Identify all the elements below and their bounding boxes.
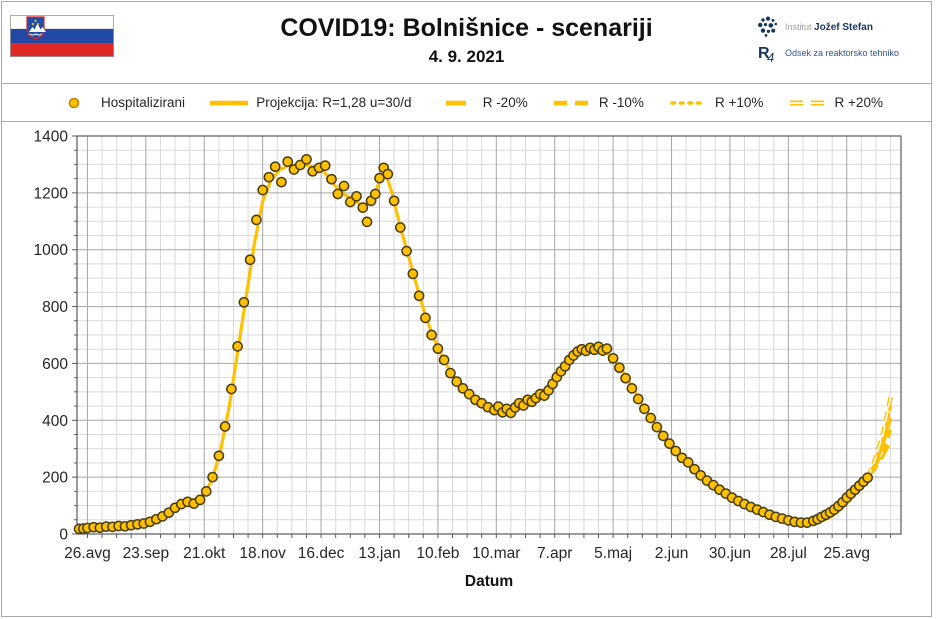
y-tick-label: 1000 — [34, 242, 69, 259]
y-tick-label: 600 — [42, 356, 68, 373]
y-tick-label: 0 — [59, 527, 68, 544]
legend-item-dash-long: R -20% — [436, 95, 528, 110]
legend-swatch-circle-icon — [68, 97, 80, 108]
svg-text:4: 4 — [767, 50, 774, 64]
x-tick-label: 13.jan — [358, 545, 400, 562]
x-tick-label: 18.nov — [239, 545, 286, 562]
legend-item-dots: R +10% — [668, 95, 763, 110]
r4-mark-icon: R 4 — [758, 45, 774, 64]
ijs-dots-icon — [758, 16, 778, 37]
x-tick-label: 16.dec — [298, 545, 345, 562]
legend-swatch-solid-icon — [210, 100, 249, 105]
chart-area: 0 200 400 600 800 1000 1200 1400 26.avg 23.sep 21.… — [2, 122, 931, 616]
x-tick-label: 23.sep — [123, 545, 170, 562]
legend-label: R +20% — [834, 95, 883, 110]
series-line-hollow-core — [866, 396, 892, 479]
y-tick-label: 1200 — [34, 185, 69, 202]
x-tick-label: 30.jun — [709, 545, 751, 562]
legend-item-solid: Projekcija: R=1,28 u=30/d — [209, 95, 412, 110]
logo-jozef-stefan-text: Jožef Stefan — [814, 21, 873, 33]
legend-label: R -10% — [598, 95, 644, 110]
covid-hospitalizations-plot: 0 200 400 600 800 1000 1200 1400 26.avg 23.sep 21.… — [34, 129, 902, 590]
legend-label: R +10% — [715, 95, 764, 110]
x-tick-label: 25.avg — [823, 545, 870, 562]
x-tick-label: 28.jul — [770, 545, 807, 562]
y-tick-label: 400 — [42, 413, 68, 430]
hospitalized-points — [73, 153, 873, 535]
legend-item-dash-hollow: R +20% — [788, 95, 883, 110]
legend-swatch-dots-icon — [670, 100, 708, 105]
institute-logo: Institut Jožef Stefan R 4 Odsek za reakt… — [757, 14, 917, 66]
svg-text:R: R — [758, 45, 770, 62]
legend-swatch-dash-icon — [553, 100, 590, 105]
x-tick-label: 10.mar — [472, 545, 520, 562]
x-tick-label: 10.feb — [416, 545, 459, 562]
y-tick-label: 800 — [42, 299, 68, 316]
y-tick-label: 1400 — [34, 129, 69, 146]
title-block: COVID19: Bolnišnice - scenariji 4. 9. 20… — [2, 2, 931, 67]
chart-legend: Hospitalizirani Projekcija: R=1,28 u=30/d… — [2, 84, 931, 122]
coat-of-arms-icon — [26, 16, 46, 40]
legend-label: R -20% — [482, 95, 528, 110]
logo-department-text: Odsek za reaktorsko tehniko — [785, 48, 900, 58]
x-tick-label: 5.maj — [594, 545, 632, 562]
x-tick-label: 26.avg — [64, 545, 111, 562]
series-line-solid — [79, 162, 893, 530]
x-tick-label: 21.okt — [183, 545, 226, 562]
legend-item-circle: Hospitalizirani — [54, 95, 185, 110]
legend-item-dash: R -10% — [552, 95, 644, 110]
legend-label: Hospitalizirani — [101, 95, 186, 110]
logo-institut-text: Institut — [785, 21, 812, 32]
x-axis-title: Datum — [465, 573, 513, 590]
x-tick-label: 7.apr — [537, 545, 572, 562]
legend-label: Projekcija: R=1,28 u=30/d — [256, 95, 412, 110]
y-tick-label: 200 — [42, 470, 68, 487]
page-subtitle: 4. 9. 2021 — [428, 47, 505, 66]
page-title: COVID19: Bolnišnice - scenariji — [280, 14, 653, 42]
header: COVID19: Bolnišnice - scenariji 4. 9. 20… — [2, 2, 931, 84]
legend-swatch-dash-long-icon — [445, 100, 466, 105]
slovenia-flag — [10, 15, 114, 57]
x-tick-label: 2.jun — [655, 545, 689, 562]
legend-swatch-dash-hollow-icon — [789, 100, 826, 105]
